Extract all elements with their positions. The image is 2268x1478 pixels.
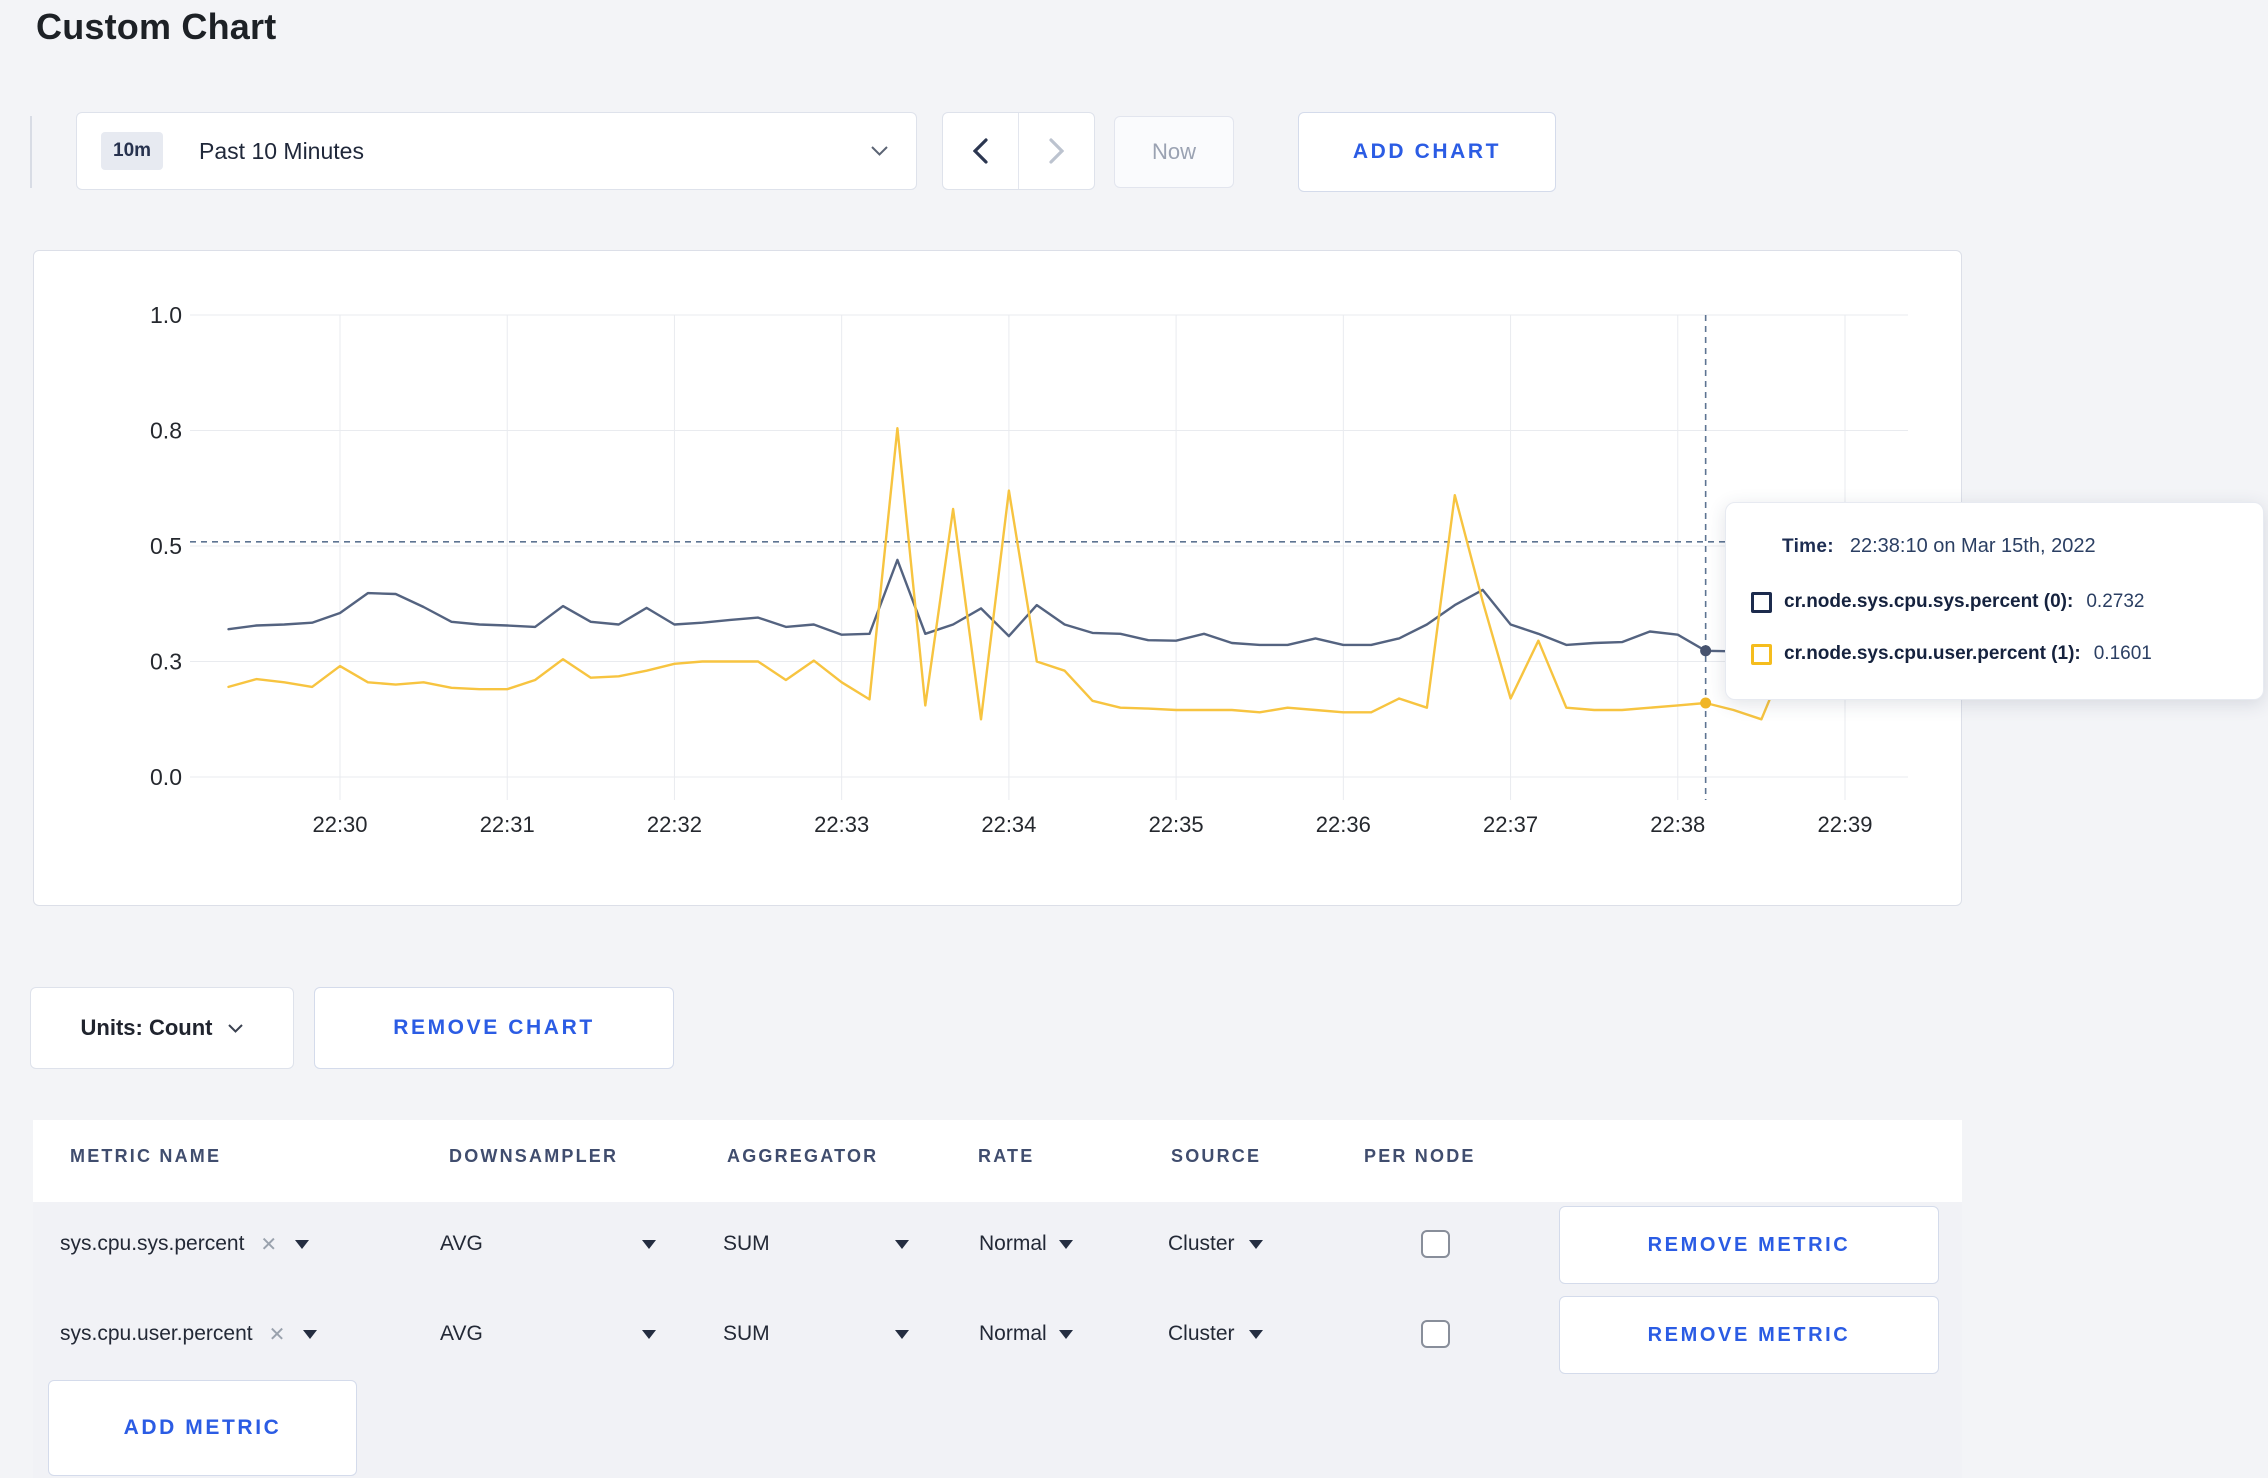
downsampler-select[interactable]: AVG (440, 1296, 656, 1372)
y-axis-label: 0.0 (150, 764, 182, 790)
tooltip-series-label: cr.node.sys.cpu.sys.percent (0): (1784, 591, 2074, 612)
remove-chart-button[interactable]: REMOVE CHART (314, 987, 674, 1069)
rate-value: Normal (979, 1232, 1047, 1255)
col-header-metric-name: METRIC NAME (70, 1146, 222, 1166)
metric-name: sys.cpu.user.percent (60, 1322, 253, 1345)
chevron-down-icon (642, 1329, 656, 1339)
source-value: Cluster (1168, 1232, 1235, 1255)
x-axis-label: 22:30 (312, 812, 367, 837)
page-title: Custom Chart (36, 6, 277, 47)
tooltip-series-value: 0.1601 (2093, 643, 2152, 664)
downsampler-select[interactable]: AVG (440, 1206, 656, 1282)
sys-series-swatch-icon (1751, 591, 1772, 613)
col-header-per-node: PER NODE (1364, 1146, 1476, 1166)
x-axis-label: 22:35 (1149, 812, 1204, 837)
rate-value: Normal (979, 1322, 1047, 1345)
time-nav-group (942, 112, 1095, 190)
x-axis-label: 22:39 (1817, 812, 1872, 837)
table-row: sys.cpu.user.percent ✕ AVG SUM Normal Cl… (0, 1296, 2268, 1374)
add-chart-button[interactable]: ADD CHART (1298, 112, 1556, 192)
timescale-dropdown[interactable]: 10m Past 10 Minutes (76, 112, 917, 190)
x-axis-label: 22:38 (1650, 812, 1705, 837)
chevron-left-icon (973, 138, 988, 164)
chevron-right-icon (1049, 138, 1064, 164)
x-axis-label: 22:34 (981, 812, 1036, 837)
metric-name-select[interactable]: sys.cpu.user.percent ✕ (60, 1296, 318, 1372)
time-forward-button[interactable] (1018, 113, 1094, 189)
add-metric-button[interactable]: ADD METRIC (48, 1380, 357, 1476)
cr.node.sys.cpu.sys.percent-line (227, 558, 1902, 653)
chart-plot[interactable]: 0.0 0.3 0.5 0.8 1.0 22:30 22:31 22:32 22:33 22:34… (33, 250, 1962, 906)
y-axis-label: 0.3 (150, 649, 182, 675)
tooltip-time-label: Time: (1782, 535, 1834, 557)
tooltip-series-label: cr.node.sys.cpu.user.percent (1): (1784, 643, 2081, 664)
time-back-button[interactable] (943, 113, 1018, 189)
hover-dot (1700, 645, 1712, 657)
rate-select[interactable]: Normal (979, 1206, 1073, 1282)
metric-name-select[interactable]: sys.cpu.sys.percent ✕ (60, 1206, 310, 1282)
source-select[interactable]: Cluster (1168, 1206, 1263, 1282)
downsampler-value: AVG (440, 1322, 483, 1345)
aggregator-value: SUM (723, 1322, 770, 1345)
table-row: sys.cpu.sys.percent ✕ AVG SUM Normal Clu… (0, 1206, 2268, 1284)
clear-metric-icon[interactable]: ✕ (260, 1233, 278, 1256)
chevron-down-icon (642, 1239, 656, 1249)
clear-metric-icon[interactable]: ✕ (268, 1323, 286, 1346)
x-axis-label: 22:31 (480, 812, 535, 837)
x-axis-label: 22:32 (647, 812, 702, 837)
x-axis-label: 22:36 (1316, 812, 1371, 837)
col-header-downsampler: DOWNSAMPLER (449, 1146, 619, 1166)
y-axis-label: 1.0 (150, 302, 182, 328)
per-node-checkbox[interactable] (1421, 1230, 1450, 1258)
x-axis-label: 22:33 (814, 812, 869, 837)
source-value: Cluster (1168, 1322, 1235, 1345)
chevron-down-icon (871, 146, 888, 156)
col-header-source: SOURCE (1171, 1146, 1262, 1166)
source-select[interactable]: Cluster (1168, 1296, 1263, 1372)
y-axis-label: 0.5 (150, 533, 182, 559)
user-series-swatch-icon (1751, 643, 1772, 665)
metric-name: sys.cpu.sys.percent (60, 1232, 245, 1255)
aggregator-select[interactable]: SUM (723, 1206, 909, 1282)
chevron-down-icon (1248, 1329, 1263, 1339)
units-dropdown[interactable]: Units: Count (30, 987, 294, 1069)
y-axis-label: 0.8 (150, 418, 182, 444)
cr.node.sys.cpu.user.percent-line (227, 427, 1902, 721)
remove-metric-button[interactable]: REMOVE METRIC (1559, 1206, 1939, 1284)
col-header-aggregator: AGGREGATOR (727, 1146, 879, 1166)
per-node-checkbox[interactable] (1421, 1320, 1450, 1348)
toolbar-divider (30, 116, 32, 188)
chart-hover-tooltip: Time: 22:38:10 on Mar 15th, 2022 cr.node… (1725, 502, 2264, 700)
chevron-down-icon (1248, 1239, 1263, 1249)
chevron-down-icon (895, 1239, 909, 1249)
aggregator-value: SUM (723, 1232, 770, 1255)
tooltip-series-value: 0.2732 (2086, 591, 2145, 612)
col-header-rate: RATE (978, 1146, 1035, 1166)
chevron-down-icon (228, 1023, 244, 1033)
downsampler-value: AVG (440, 1232, 483, 1255)
timescale-label: Past 10 Minutes (199, 137, 364, 164)
chevron-down-icon (1058, 1329, 1073, 1339)
x-axis-label: 22:37 (1483, 812, 1538, 837)
chevron-down-icon (303, 1329, 318, 1339)
aggregator-select[interactable]: SUM (723, 1296, 909, 1372)
remove-metric-button[interactable]: REMOVE METRIC (1559, 1296, 1939, 1374)
chevron-down-icon (1058, 1239, 1073, 1249)
hover-dot (1700, 697, 1712, 709)
now-button[interactable]: Now (1114, 116, 1234, 188)
chevron-down-icon (895, 1329, 909, 1339)
tooltip-time-value: 22:38:10 on Mar 15th, 2022 (1849, 535, 2096, 557)
timescale-badge: 10m (101, 132, 164, 170)
rate-select[interactable]: Normal (979, 1296, 1073, 1372)
metrics-table-header (33, 1120, 1962, 1202)
chevron-down-icon (295, 1239, 310, 1249)
units-label: Units: Count (80, 1015, 213, 1040)
